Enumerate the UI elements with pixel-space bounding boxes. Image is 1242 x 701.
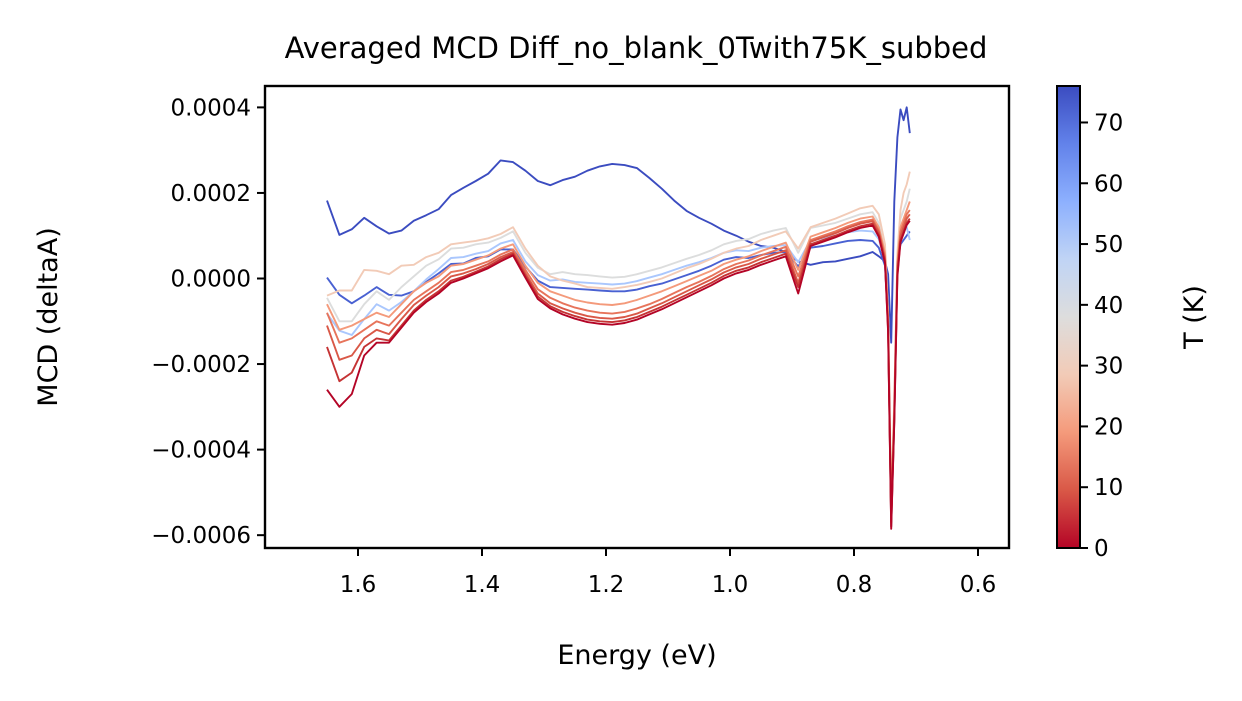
x-tick-label: 1.4 [464, 572, 501, 598]
series-line-45K [326, 226, 911, 528]
y-tick-label: 0.0000 [171, 267, 251, 293]
y-axis-label: MCD (deltaA) [33, 227, 64, 406]
series-line-70K [326, 230, 911, 520]
colorbar-tick-label: 20 [1094, 414, 1123, 440]
chart-title: Averaged MCD Diff_no_blank_0Twith75K_sub… [285, 31, 988, 65]
x-axis-label: Energy (eV) [557, 640, 716, 671]
x-tick-label: 0.8 [836, 572, 873, 598]
y-tick-label: −0.0006 [151, 523, 251, 549]
series-line-30K [326, 171, 911, 502]
colorbar-axis: 0 10 20 30 40 50 60 70 [1080, 110, 1123, 562]
series-line-75K [326, 106, 911, 344]
x-tick-label: 1.6 [340, 572, 377, 598]
series-line-10K [326, 213, 911, 524]
colorbar-tick-label: 50 [1094, 232, 1123, 258]
x-axis: 1.6 1.4 1.2 1.0 0.8 0.6 [340, 548, 997, 598]
y-tick-label: 0.0002 [171, 181, 251, 207]
colorbar-tick-label: 30 [1094, 354, 1123, 380]
colorbar-tick-label: 10 [1094, 475, 1123, 501]
y-tick-label: −0.0004 [151, 438, 251, 464]
y-tick-label: 0.0004 [171, 95, 251, 121]
colorbar-tick-label: 0 [1094, 536, 1109, 562]
x-tick-label: 1.0 [712, 572, 749, 598]
colorbar-tick-label: 70 [1094, 110, 1123, 136]
x-tick-label: 1.2 [588, 572, 625, 598]
y-axis: 0.0004 0.0002 0.0000 −0.0002 −0.0004 −0.0006 [151, 95, 265, 549]
series-line-2K [326, 220, 911, 530]
series-line-15K [326, 209, 911, 520]
series-line-20K [326, 201, 911, 515]
x-tick-label: 0.6 [960, 572, 997, 598]
colorbar-tick-label: 60 [1094, 171, 1123, 197]
y-tick-label: −0.0002 [151, 352, 251, 378]
series-line-40K [326, 188, 911, 511]
colorbar [1056, 85, 1081, 549]
series-layer [326, 106, 911, 530]
colorbar-label: T (K) [1179, 285, 1210, 350]
plot-frame [263, 84, 1011, 550]
colorbar-tick-label: 40 [1094, 293, 1123, 319]
